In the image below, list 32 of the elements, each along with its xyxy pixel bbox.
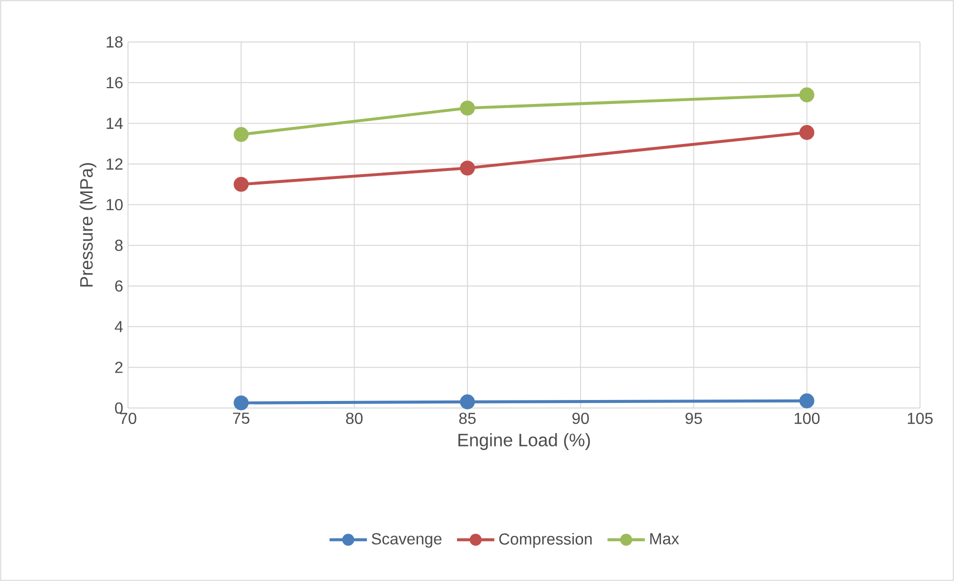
x-tick-label: 85	[459, 412, 476, 424]
y-tick-label: 2	[115, 362, 122, 373]
point	[460, 160, 475, 176]
y-tick-label: 0	[115, 402, 123, 414]
point	[460, 394, 475, 410]
point	[234, 176, 249, 192]
x-tick-label: 105	[908, 412, 933, 424]
point	[460, 100, 475, 116]
y-tick-label: 4	[114, 321, 123, 332]
point	[799, 87, 814, 102]
x-tick-label: 75	[233, 412, 250, 424]
y-tick-label: 18	[106, 36, 123, 48]
x-tick-label: 95	[686, 412, 702, 424]
x-tick-label: 100	[794, 412, 820, 424]
point	[799, 393, 814, 408]
x-tick-label: 80	[346, 412, 363, 424]
y-tick-label: 10	[106, 199, 123, 210]
x-tick-label: 90	[572, 412, 589, 424]
point	[234, 127, 249, 142]
legend-label: Max	[650, 533, 680, 544]
y-tick-label: 8	[115, 240, 123, 251]
point	[799, 125, 814, 140]
x-tick-label: 70	[120, 412, 136, 424]
y-axis-title: Pressure (MPa)	[80, 163, 96, 287]
legend-label: Compression	[499, 532, 592, 548]
point	[234, 395, 249, 410]
legend-label: Scavenge	[372, 533, 442, 548]
y-tick-label: 16	[106, 77, 123, 88]
y-tick-label: 6	[115, 280, 123, 292]
y-tick-label: 12	[106, 158, 122, 170]
y-tick-label: 14	[106, 118, 123, 129]
x-axis-title: Engine Load (%)	[458, 433, 590, 450]
